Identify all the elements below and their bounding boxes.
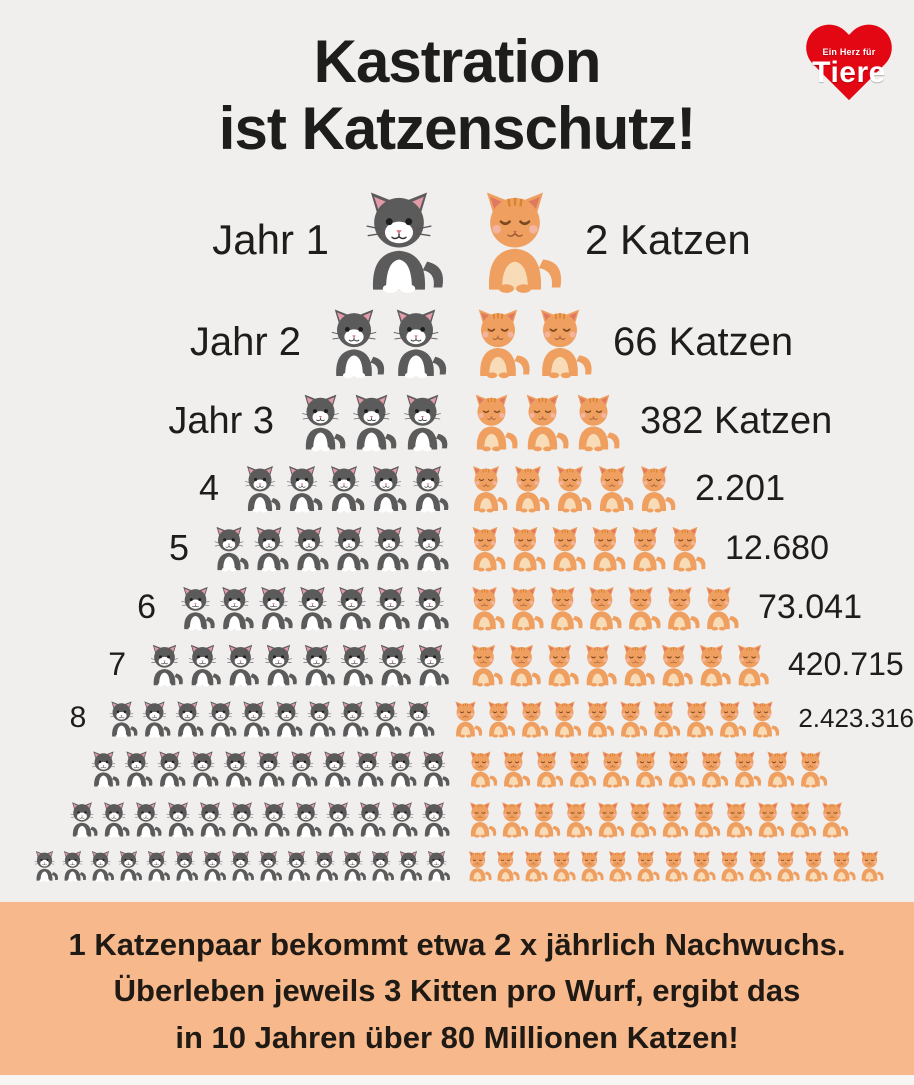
gray-cat-group <box>63 800 453 838</box>
gray-cat-icon <box>403 463 453 513</box>
year-label: 6 <box>137 587 156 626</box>
logo-subtext: Ein Herz für <box>822 46 876 57</box>
orange-cat-group <box>446 699 782 738</box>
count-label: 2 Katzen <box>585 215 751 263</box>
orange-cat-icon <box>523 305 597 379</box>
gray-cat-icon <box>379 305 453 379</box>
gray-cat-icon <box>414 749 453 788</box>
pyramid-row-10 <box>0 800 914 838</box>
orange-cat-icon <box>853 849 886 882</box>
count-label: 2.201 <box>695 467 786 509</box>
orange-cat-group <box>461 642 772 687</box>
gray-cat-icon <box>399 699 438 738</box>
title-block: Kastration ist Katzenschutz! <box>0 0 914 162</box>
orange-cat-icon <box>813 800 851 838</box>
logo-text-block: Ein Herz für Tiere <box>800 20 898 114</box>
orange-cat-icon <box>661 524 709 572</box>
count-label: 73.041 <box>758 587 862 626</box>
orange-cat-group <box>461 305 597 379</box>
pyramid-row-3: Jahr 3 382 Katzen <box>0 391 914 452</box>
orange-cat-icon <box>563 391 624 452</box>
orange-cat-group <box>461 524 709 572</box>
logo-wordmark: Tiere <box>812 55 886 89</box>
orange-cat-icon <box>727 642 772 687</box>
orange-cat-icon <box>695 584 742 631</box>
gray-cat-icon <box>406 584 453 631</box>
gray-cat-group <box>28 849 453 882</box>
pyramid-row-9 <box>0 749 914 788</box>
count-label: 66 Katzen <box>613 319 794 364</box>
pyramid-row-4: 4 2.201 <box>0 463 914 513</box>
gray-cat-group <box>345 186 453 294</box>
pyramid-row-6: 6 73.041 <box>0 584 914 631</box>
count-label: 12.680 <box>725 528 829 567</box>
year-label: 4 <box>198 467 219 509</box>
gray-cat-icon <box>420 849 453 882</box>
gray-cat-icon <box>405 524 453 572</box>
footer-line-2: Überleben jeweils 3 Kitten pro Wurf, erg… <box>113 973 801 1008</box>
gray-cat-icon <box>392 391 453 452</box>
page-title-line-1: Kastration <box>313 28 602 95</box>
pyramid-row-2: Jahr 2 66 Katzen <box>0 305 914 379</box>
orange-cat-icon <box>743 699 782 738</box>
page-title-line-2: ist Katzenschutz! <box>218 95 696 163</box>
count-label: 420.715 <box>788 646 904 683</box>
orange-cat-icon <box>461 186 569 294</box>
pyramid-row-11 <box>0 849 914 882</box>
orange-cat-group <box>461 800 851 838</box>
year-label: 7 <box>108 646 126 683</box>
year-label: Jahr 3 <box>168 399 274 442</box>
orange-cat-group <box>461 391 624 452</box>
pyramid-row-7: 7 420.715 <box>0 642 914 687</box>
gray-cat-group <box>317 305 453 379</box>
orange-cat-group <box>461 584 742 631</box>
gray-cat-icon <box>408 642 453 687</box>
year-label: Jahr 1 <box>212 215 329 263</box>
pyramid-row-5: 5 12.680 <box>0 524 914 572</box>
orange-cat-group <box>461 186 569 294</box>
pyramid-row-1: Jahr 1 2 Katzen <box>0 186 914 294</box>
tiere-logo: Ein Herz für Tiere <box>800 20 898 114</box>
footer: 1 Katzenpaar bekommt etwa 2 x jährlich N… <box>0 901 914 1075</box>
year-label: 5 <box>168 527 189 569</box>
gray-cat-icon <box>415 800 453 838</box>
gray-cat-icon <box>345 186 453 294</box>
footer-bottom-strip <box>0 1075 914 1085</box>
gray-cat-group <box>290 391 453 452</box>
orange-cat-group <box>461 849 886 882</box>
gray-cat-group <box>205 524 453 572</box>
footer-line-1: 1 Katzenpaar bekommt etwa 2 x jährlich N… <box>68 926 846 962</box>
gray-cat-group <box>235 463 453 513</box>
pyramid-row-8: 8 2.423.316 <box>0 699 914 738</box>
cat-pyramid: Jahr 1 2 Katzen Jahr 2 66 Katzen Jahr 3 382 K… <box>0 162 914 901</box>
gray-cat-group <box>102 699 438 738</box>
count-label: 382 Katzen <box>640 399 833 442</box>
year-label: Jahr 2 <box>189 319 301 364</box>
orange-cat-group <box>461 749 830 788</box>
year-label: 8 <box>69 701 87 735</box>
footer-line-3: in 10 Jahren über 80 Millionen Katzen! <box>175 1019 739 1055</box>
count-label: 2.423.316 <box>798 702 914 733</box>
orange-cat-group <box>461 463 679 513</box>
gray-cat-group <box>172 584 453 631</box>
orange-cat-icon <box>629 463 679 513</box>
gray-cat-group <box>142 642 453 687</box>
orange-cat-icon <box>791 749 830 788</box>
gray-cat-group <box>84 749 453 788</box>
